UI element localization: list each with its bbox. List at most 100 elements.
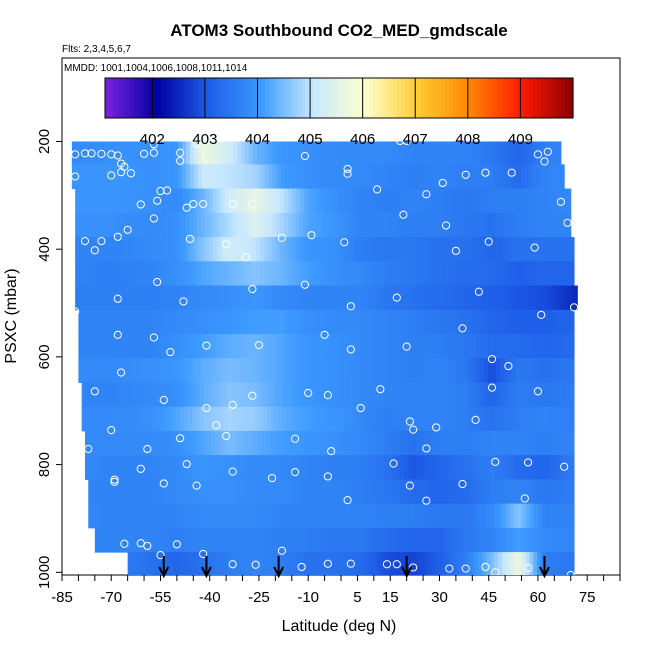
co2-field-cell <box>251 334 257 359</box>
sample-point <box>176 434 185 443</box>
sample-point <box>222 431 231 441</box>
co2-field-cell <box>136 406 142 432</box>
co2-field-cell <box>571 285 576 311</box>
co2-field-cell <box>463 455 468 480</box>
co2-field-cell <box>132 430 137 456</box>
co2-field-cell <box>199 382 205 408</box>
co2-field-cell <box>507 309 513 335</box>
co2-field-cell <box>272 164 278 190</box>
co2-field-cell <box>356 479 361 505</box>
co2-field-cell <box>434 503 440 529</box>
co2-field-cell <box>373 406 378 432</box>
co2-field-cell <box>260 141 266 165</box>
co2-field-cell <box>512 285 517 311</box>
co2-field-cell <box>173 237 179 262</box>
co2-field-cell <box>555 237 561 262</box>
co2-field-cell <box>555 188 561 214</box>
co2-field-cell <box>228 212 234 238</box>
co2-field-cell <box>348 479 353 505</box>
co2-field-cell <box>189 212 194 238</box>
co2-field-cell <box>428 382 433 408</box>
co2-field-cell <box>216 212 222 238</box>
co2-field-cell <box>119 141 124 165</box>
co2-field-cell <box>508 261 513 287</box>
co2-field-cell <box>297 455 303 480</box>
sample-point <box>438 178 447 188</box>
co2-field-cell <box>465 212 470 238</box>
co2-field-cell <box>138 285 143 311</box>
co2-field-cell <box>310 309 316 335</box>
co2-field-cell <box>524 237 529 262</box>
co2-field-cell <box>225 164 230 190</box>
co2-field-cell <box>209 212 214 238</box>
co2-field-cell <box>350 309 355 335</box>
co2-field-cell <box>489 164 494 190</box>
co2-field-cell <box>338 358 343 383</box>
co2-field-cell <box>200 358 205 383</box>
co2-field-cell <box>229 141 234 165</box>
co2-field-cell <box>251 309 257 335</box>
co2-field-cell <box>197 237 202 262</box>
co2-field-cell <box>404 455 409 480</box>
co2-field-cell <box>153 309 158 335</box>
co2-field-cell <box>385 309 391 335</box>
co2-field-cell <box>300 164 305 190</box>
co2-field-cell <box>354 309 359 335</box>
co2-field-cell <box>191 455 196 480</box>
co2-field-cell <box>335 527 340 553</box>
co2-field-cell <box>327 237 332 262</box>
co2-field-cell <box>374 285 379 311</box>
co2-field-cell <box>316 479 322 505</box>
co2-field-cell <box>127 479 133 505</box>
co2-field-cell <box>283 188 289 214</box>
co2-field-cell <box>280 141 286 165</box>
co2-field-cell <box>425 212 431 238</box>
co2-field-cell <box>514 430 519 456</box>
co2-field-cell <box>265 503 270 529</box>
co2-field-cell <box>503 334 509 359</box>
co2-field-cell <box>303 285 309 311</box>
co2-field-cell <box>326 309 331 335</box>
co2-field-cell <box>363 141 368 165</box>
co2-field-cell <box>193 164 199 190</box>
co2-field-cell <box>142 164 148 190</box>
co2-field-cell <box>163 479 168 505</box>
co2-field-cell <box>166 164 171 190</box>
co2-field-cell <box>89 382 95 408</box>
co2-field-cell <box>160 406 165 432</box>
co2-field-cell <box>459 455 464 480</box>
co2-field-cell <box>157 212 163 238</box>
co2-field-cell <box>333 382 339 408</box>
sample-point <box>297 562 306 572</box>
co2-field-cell <box>540 164 546 190</box>
co2-field-cell <box>366 285 372 311</box>
co2-field-cell <box>330 334 335 359</box>
co2-field-cell <box>306 406 311 432</box>
sample-point <box>392 560 401 569</box>
co2-field-cell <box>500 237 505 262</box>
colorbar-tick-label: 409 <box>508 131 533 148</box>
co2-field-cell <box>376 430 381 456</box>
co2-field-cell <box>371 141 376 165</box>
colorbar-strip <box>533 78 538 118</box>
colorbar-strip <box>273 78 278 118</box>
co2-field-cell <box>452 334 458 359</box>
co2-field-cell <box>467 430 472 456</box>
co2-field-cell <box>147 430 153 456</box>
co2-field-cell <box>488 285 494 311</box>
co2-field-cell <box>83 141 89 165</box>
co2-field-cell <box>552 164 557 190</box>
co2-field-cell <box>509 479 515 505</box>
co2-field-cell <box>532 285 537 311</box>
co2-field-cell <box>528 188 533 214</box>
co2-field-cell <box>216 309 221 335</box>
co2-field-cell <box>494 455 500 480</box>
co2-field-cell <box>395 479 400 505</box>
co2-field-cell <box>386 212 391 238</box>
co2-field-cell <box>365 358 371 383</box>
co2-field-cell <box>157 309 162 335</box>
co2-field-cell <box>256 188 261 214</box>
co2-field-cell <box>245 479 251 505</box>
co2-field-cell <box>512 237 517 262</box>
co2-field-cell <box>323 237 328 262</box>
